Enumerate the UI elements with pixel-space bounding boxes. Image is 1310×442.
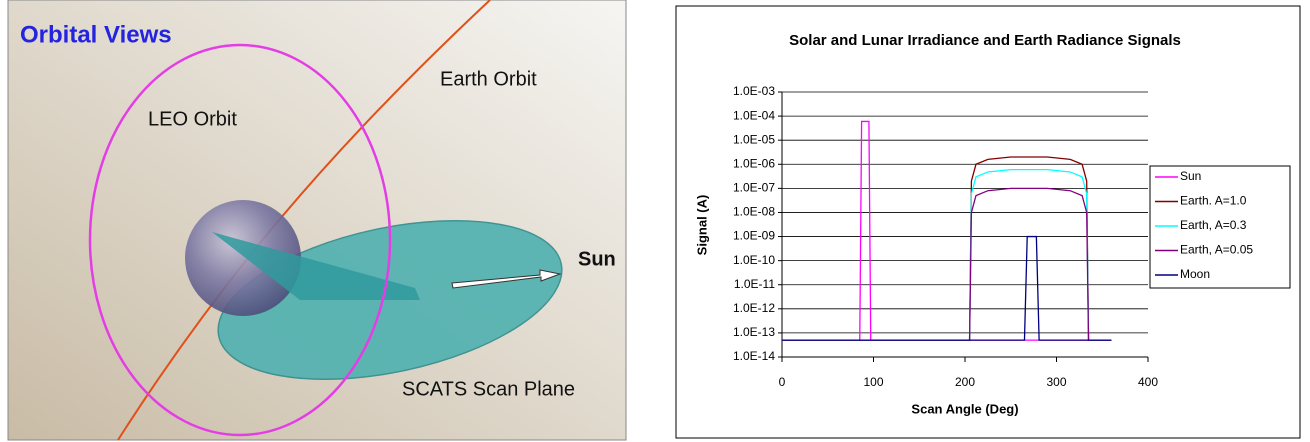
leo-orbit (88, 43, 392, 437)
y-tick-label: 1.0E-13 (733, 325, 775, 339)
y-tick-label: 1.0E-07 (733, 181, 775, 195)
y-tick-label: 1.0E-09 (733, 229, 775, 243)
y-tick-label: 1.0E-05 (733, 132, 775, 146)
y-tick-label: 1.0E-06 (733, 156, 775, 170)
x-tick-label: 400 (1138, 375, 1158, 389)
chart-title: Solar and Lunar Irradiance and Earth Rad… (789, 32, 1181, 49)
panel-title: Orbital Views (20, 21, 172, 48)
scan-plane-label: SCATS Scan Plane (402, 378, 575, 400)
chart: Solar and Lunar Irradiance and Earth Rad… (675, 5, 1301, 439)
sun-arrow (451, 269, 562, 289)
x-axis-label: Scan Angle (Deg) (911, 401, 1018, 416)
x-tick-label: 100 (863, 375, 883, 389)
legend-box (1149, 165, 1291, 289)
y-tick-label: 1.0E-12 (733, 301, 775, 315)
y-tick-label: 1.0E-08 (733, 205, 775, 219)
legend-label: Sun (1180, 169, 1201, 183)
y-tick-label: 1.0E-03 (733, 84, 775, 98)
y-tick-label: 1.0E-11 (734, 277, 775, 291)
x-tick-label: 0 (779, 375, 786, 389)
legend-label: Earth, A=0.05 (1180, 243, 1253, 257)
x-tick-label: 300 (1046, 375, 1066, 389)
y-axis-label: Signal (A) (694, 195, 709, 256)
legend-label: Moon (1180, 267, 1210, 281)
earth-orbit-label: Earth Orbit (440, 68, 537, 90)
y-tick-label: 1.0E-14 (733, 349, 775, 363)
y-tick-label: 1.0E-10 (733, 253, 775, 267)
earth (185, 200, 301, 316)
legend-label: Earth, A=0.3 (1180, 218, 1247, 232)
orbital-panel: Orbital Views Earth Orbit LEO Orbit Sun … (7, 0, 627, 441)
x-tick-label: 200 (955, 375, 975, 389)
legend-label: Earth. A=1.0 (1180, 194, 1247, 208)
y-tick-label: 1.0E-04 (733, 108, 775, 122)
scan-beam (212, 232, 420, 300)
series-line (782, 187, 1112, 341)
series-line (782, 235, 1112, 341)
sun-label: Sun (578, 248, 616, 270)
leo-orbit-label: LEO Orbit (148, 108, 237, 130)
